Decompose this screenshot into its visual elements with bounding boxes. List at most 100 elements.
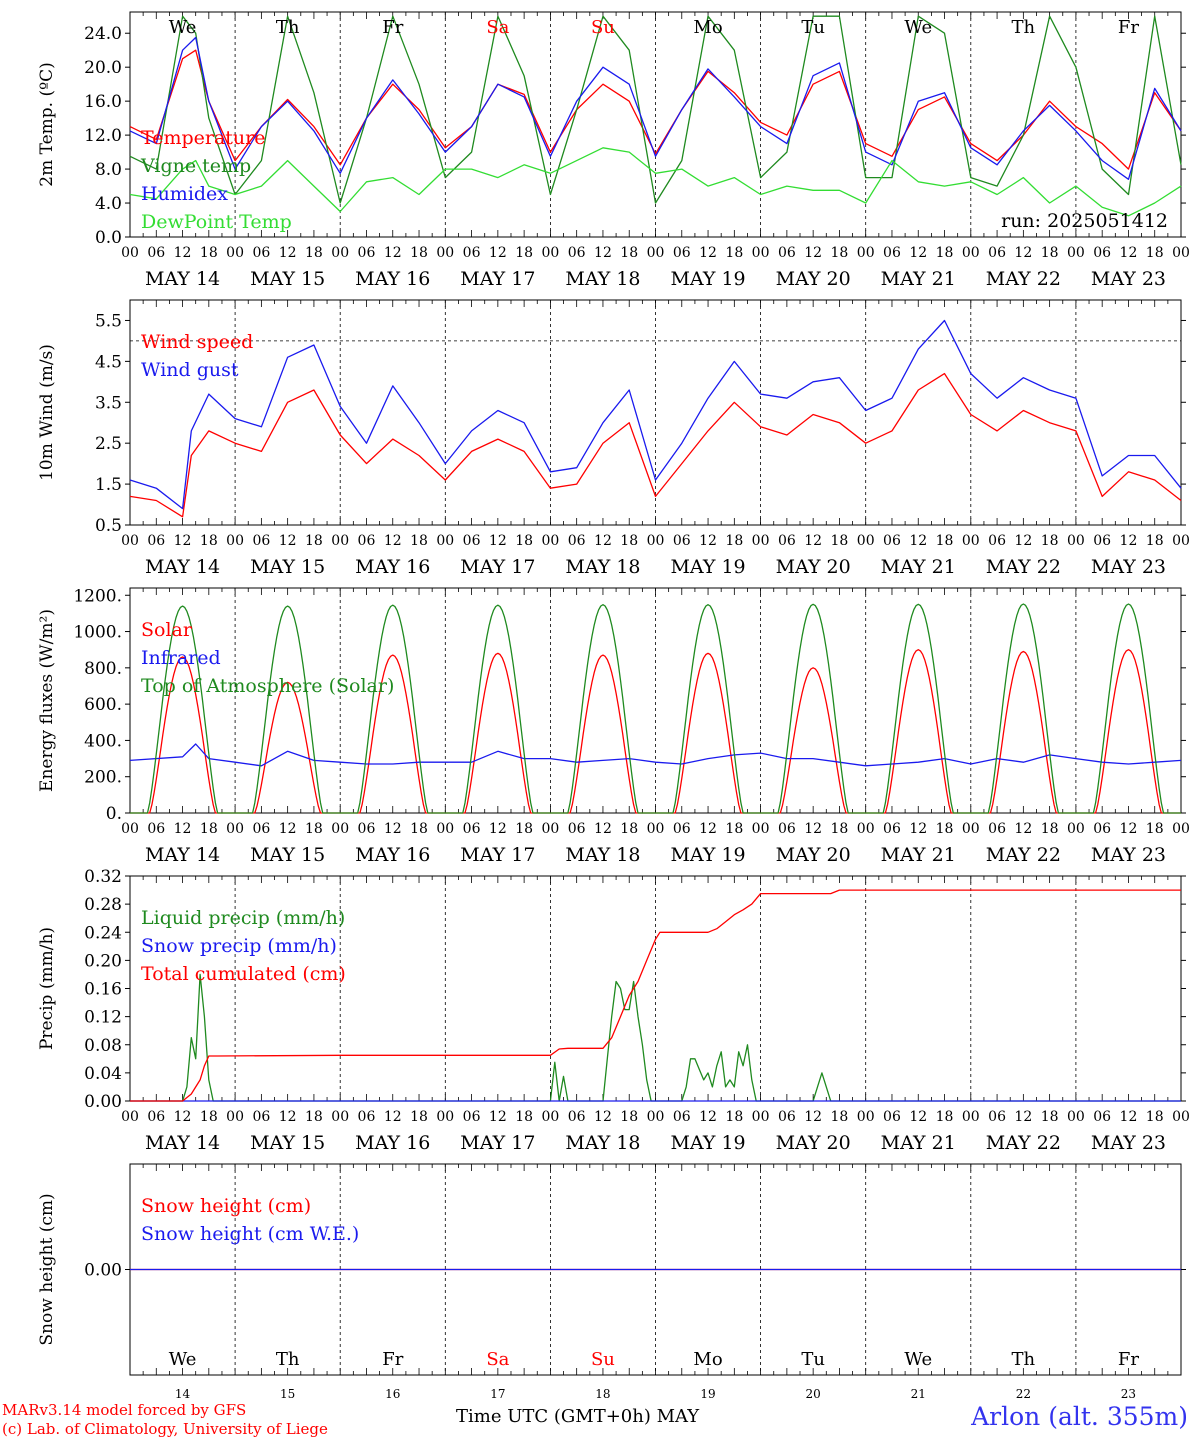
y-axis-label: Energy fluxes (W/m²) bbox=[37, 609, 57, 792]
x-tick-label: 00 bbox=[121, 245, 139, 261]
legend-entry: Solar bbox=[141, 619, 193, 641]
x-tick-label: 00 bbox=[541, 1109, 559, 1125]
x-tick-label: 06 bbox=[1093, 533, 1111, 549]
x-tick-label: 12 bbox=[699, 245, 717, 261]
x-tick-label: 06 bbox=[883, 533, 901, 549]
legend-entry: DewPoint Temp bbox=[141, 211, 292, 233]
x-tick-label: 12 bbox=[699, 533, 717, 549]
x-tick-label: 18 bbox=[1146, 821, 1164, 837]
x-tick-label: 18 bbox=[200, 533, 218, 549]
date-label: MAY 15 bbox=[250, 556, 325, 578]
date-label: MAY 14 bbox=[145, 268, 220, 290]
y-tick-label: 0.32 bbox=[84, 867, 122, 887]
x-tick-label: 00 bbox=[1172, 533, 1190, 549]
y-tick-label: 20.0 bbox=[84, 58, 122, 78]
weekday-label-bottom: Su bbox=[591, 1349, 615, 1370]
x-tick-label: 18 bbox=[305, 1109, 323, 1125]
x-tick-label: 18 bbox=[515, 1109, 533, 1125]
x-tick-label: 06 bbox=[568, 245, 586, 261]
x-tick-label: 12 bbox=[909, 821, 927, 837]
date-label: MAY 14 bbox=[145, 844, 220, 866]
x-tick-label: 00 bbox=[121, 1109, 139, 1125]
date-label: MAY 21 bbox=[881, 268, 956, 290]
date-label: MAY 18 bbox=[565, 268, 640, 290]
x-tick-label: 18 bbox=[305, 821, 323, 837]
y-tick-label: 0.24 bbox=[84, 923, 122, 943]
x-tick-label: 06 bbox=[778, 1109, 796, 1125]
plot-frame bbox=[129, 299, 1182, 526]
y-tick-label: 0.12 bbox=[84, 1008, 122, 1028]
y-tick-label: 5.5 bbox=[95, 311, 122, 331]
weekday-label-top: Sa bbox=[486, 17, 509, 38]
x-tick-label: 00 bbox=[647, 245, 665, 261]
x-tick-label: 18 bbox=[1146, 533, 1164, 549]
series-line-humidex bbox=[129, 36, 1182, 180]
day-number-label: 22 bbox=[1016, 1387, 1031, 1400]
x-tick-label: 06 bbox=[358, 1109, 376, 1125]
date-label: MAY 17 bbox=[460, 556, 535, 578]
date-label: MAY 20 bbox=[776, 844, 851, 866]
x-tick-label: 06 bbox=[778, 245, 796, 261]
x-tick-label: 12 bbox=[489, 821, 507, 837]
date-label: MAY 16 bbox=[355, 1132, 430, 1154]
date-label: MAY 23 bbox=[1091, 1132, 1166, 1154]
x-tick-label: 00 bbox=[1067, 245, 1085, 261]
x-tick-label: 00 bbox=[436, 533, 454, 549]
x-tick-label: 00 bbox=[1067, 821, 1085, 837]
legend-entry: Top of Atmosphere (Solar) bbox=[141, 675, 394, 697]
x-tick-label: 00 bbox=[331, 245, 349, 261]
weekday-label-bottom: Sa bbox=[486, 1349, 509, 1370]
date-label: MAY 23 bbox=[1091, 844, 1166, 866]
y-tick-label: 4.0 bbox=[95, 194, 122, 214]
x-tick-label: 12 bbox=[1014, 533, 1032, 549]
x-tick-label: 18 bbox=[936, 821, 954, 837]
x-tick-label: 00 bbox=[541, 533, 559, 549]
x-tick-label: 06 bbox=[147, 245, 165, 261]
day-number-label: 14 bbox=[175, 1387, 191, 1400]
date-label: MAY 23 bbox=[1091, 268, 1166, 290]
x-tick-label: 18 bbox=[305, 245, 323, 261]
legend-entry: Wind gust bbox=[141, 359, 239, 381]
y-tick-label: 0. bbox=[106, 804, 122, 824]
y-tick-label: 0.5 bbox=[95, 516, 122, 536]
y-tick-label: 4.5 bbox=[95, 352, 122, 372]
legend-entry: Wind speed bbox=[141, 331, 253, 353]
day-number-label: 20 bbox=[806, 1387, 821, 1400]
x-tick-label: 12 bbox=[384, 245, 402, 261]
x-tick-label: 12 bbox=[384, 1109, 402, 1125]
legend-entry: Snow precip (mm/h) bbox=[141, 935, 337, 957]
date-label: MAY 22 bbox=[986, 556, 1061, 578]
date-label: MAY 17 bbox=[460, 268, 535, 290]
x-tick-label: 18 bbox=[725, 1109, 743, 1125]
x-tick-label: 18 bbox=[200, 1109, 218, 1125]
date-label: MAY 21 bbox=[881, 556, 956, 578]
x-tick-label: 00 bbox=[226, 533, 244, 549]
y-tick-label: 1200. bbox=[73, 586, 122, 606]
x-tick-label: 06 bbox=[673, 821, 691, 837]
date-label: MAY 19 bbox=[670, 268, 745, 290]
x-tick-label: 00 bbox=[647, 821, 665, 837]
lab-credit: (c) Lab. of Climatology, University of L… bbox=[2, 1420, 328, 1438]
y-tick-label: 0.08 bbox=[84, 1036, 122, 1056]
x-tick-label: 06 bbox=[988, 533, 1006, 549]
date-label: MAY 17 bbox=[460, 1132, 535, 1154]
y-tick-label: 0.16 bbox=[84, 980, 122, 1000]
x-tick-label: 06 bbox=[358, 821, 376, 837]
run-label: run: 2025051412 bbox=[1001, 210, 1168, 232]
x-tick-label: 18 bbox=[410, 1109, 428, 1125]
x-tick-label: 18 bbox=[515, 821, 533, 837]
y-tick-label: 3.5 bbox=[95, 393, 122, 413]
weekday-label-top: Th bbox=[1012, 17, 1036, 38]
y-tick-label: 0.0 bbox=[95, 228, 122, 248]
series-line-total-cumulated-cm- bbox=[130, 889, 1181, 1102]
x-tick-label: 00 bbox=[436, 245, 454, 261]
x-tick-label: 18 bbox=[515, 533, 533, 549]
x-tick-label: 18 bbox=[831, 821, 849, 837]
x-tick-label: 12 bbox=[489, 1109, 507, 1125]
x-tick-label: 06 bbox=[883, 821, 901, 837]
x-tick-label: 18 bbox=[515, 245, 533, 261]
date-label: MAY 23 bbox=[1091, 556, 1166, 578]
date-label: MAY 17 bbox=[460, 844, 535, 866]
y-axis-label: 10m Wind (m/s) bbox=[37, 344, 57, 481]
x-tick-label: 12 bbox=[1014, 1109, 1032, 1125]
